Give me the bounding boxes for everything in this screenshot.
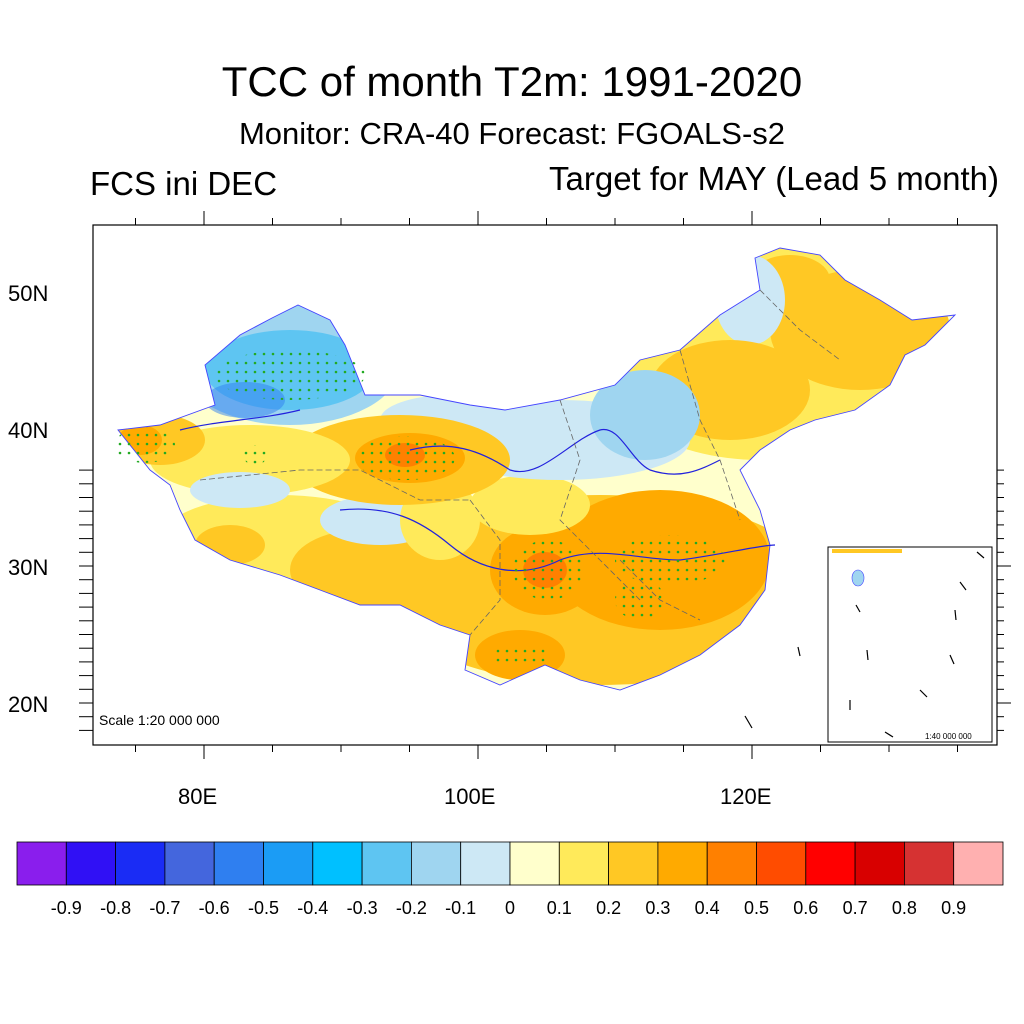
colorbar-swatch [706, 841, 757, 886]
colorbar-swatch [213, 841, 264, 886]
colorbar-swatch [164, 841, 215, 886]
colorbar-swatch [65, 841, 117, 886]
south-china-sea-inset: 1:40 000 000 [827, 546, 993, 743]
colorbar-swatch [657, 841, 708, 886]
lon-label-80e: 80E [178, 784, 217, 809]
colorbar-label: -0.6 [199, 898, 230, 918]
axis-ticks [79, 211, 1011, 759]
colorbar-swatch [16, 841, 67, 886]
lon-label-120e: 120E [720, 784, 771, 809]
colorbar-label: -0.1 [445, 898, 476, 918]
colorbar-label: -0.4 [297, 898, 328, 918]
colorbar-swatch [558, 841, 609, 886]
scale-text: Scale 1:20 000 000 [99, 712, 220, 728]
colorbar-swatch [854, 841, 905, 886]
colorbar-label: -0.9 [51, 898, 82, 918]
lat-label-50n: 50N [8, 281, 48, 306]
colorbar-swatch [263, 841, 314, 886]
china-border [117, 247, 957, 691]
colorbar-label: 0.9 [941, 898, 966, 918]
colorbar-swatch [805, 841, 856, 886]
chart-subtitle: Monitor: CRA-40 Forecast: FGOALS-s2 [238, 116, 786, 151]
colorbar-label: -0.3 [347, 898, 378, 918]
colorbar-swatch [509, 841, 560, 886]
colorbar-label: 0.1 [547, 898, 572, 918]
lon-label-100e: 100E [444, 784, 495, 809]
significance-stipple [115, 350, 725, 665]
colorbar-swatch [756, 841, 807, 886]
colorbar-swatch [953, 841, 1004, 886]
province-lines [199, 289, 841, 636]
chart-title: TCC of month T2m: 1991-2020 [221, 58, 803, 105]
colorbar-label: 0.2 [596, 898, 621, 918]
colorbar-label: 0.7 [843, 898, 868, 918]
inset-scale: 1:40 000 000 [925, 732, 972, 741]
colorbar-label: 0.3 [645, 898, 670, 918]
colorbar-swatch [410, 841, 462, 886]
colorbar-label: 0.4 [695, 898, 720, 918]
colorbar-swatch [312, 841, 363, 886]
lat-label-40n: 40N [8, 418, 48, 443]
nine-dash-line [744, 646, 801, 729]
colorbar-swatch [115, 841, 166, 886]
colorbar-swatch [460, 841, 511, 886]
colorbar-label: -0.2 [396, 898, 427, 918]
target-label: Target for MAY (Lead 5 month) [549, 160, 999, 197]
colorbar: -0.9 -0.8 -0.7 -0.6 -0.5 -0.4 -0.3 -0.2 -0.1 0 0.1… [16, 841, 1004, 918]
colorbar-label: 0.5 [744, 898, 769, 918]
colorbar-swatch [608, 841, 659, 886]
colorbar-label: 0 [505, 898, 515, 918]
lat-label-30n: 30N [8, 555, 48, 580]
colorbar-swatch [904, 841, 955, 886]
colorbar-label: -0.8 [100, 898, 131, 918]
colorbar-label: -0.7 [149, 898, 180, 918]
colorbar-label: -0.5 [248, 898, 279, 918]
colorbar-label: 0.8 [892, 898, 917, 918]
colorbar-label: 0.6 [793, 898, 818, 918]
init-label: FCS ini DEC [90, 165, 278, 202]
lat-label-20n: 20N [8, 692, 48, 717]
colorbar-swatch [361, 841, 412, 886]
